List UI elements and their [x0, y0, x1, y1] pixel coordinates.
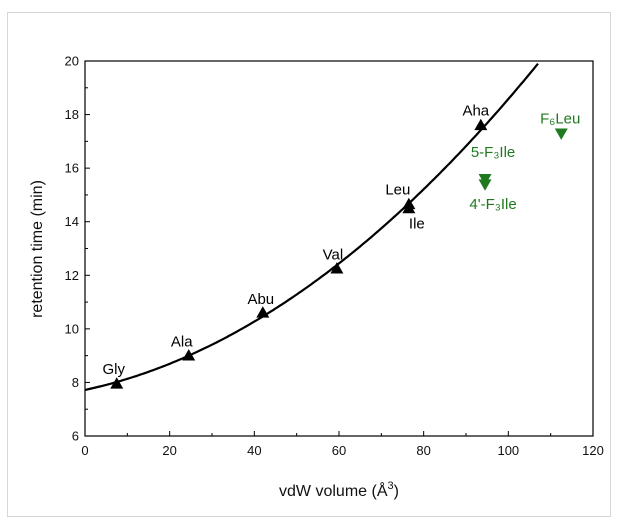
x-tick-label: 60 [332, 443, 346, 458]
y-tick-label: 16 [65, 161, 79, 176]
data-point-gly [110, 377, 124, 389]
x-axis-title-close: ) [394, 483, 399, 500]
data-label: Ala [171, 334, 193, 351]
data-label: Gly [103, 361, 126, 378]
x-tick-label: 0 [81, 443, 88, 458]
data-point-abu [256, 306, 270, 318]
data-point-ile [402, 201, 416, 214]
x-axis-title-sup: 3 [388, 480, 394, 492]
y-tick-label: 20 [65, 54, 79, 69]
x-tick-label: 20 [162, 443, 176, 458]
data-label: Ile [409, 215, 425, 232]
data-label: 4'-F₃Ile [469, 196, 516, 213]
data-label: Leu [385, 181, 410, 198]
y-tick-label: 6 [72, 429, 79, 444]
y-axis-title: retention time (min) [29, 180, 46, 318]
y-tick-label: 8 [72, 375, 79, 390]
data-point-f-leu [554, 128, 568, 140]
x-axis-title: vdW volume (Å3) [279, 480, 399, 500]
data-label: Val [323, 247, 344, 264]
y-tick-label: 14 [65, 214, 79, 229]
marks-layer: Gly Ala Abu Val Leu Ile Aha 5-F₃Ile 4'-F₃Ile F₆Le… [103, 102, 580, 389]
data-label: Aha [462, 102, 489, 119]
data-label: 5-F₃Ile [471, 144, 515, 161]
x-tick-label: 80 [416, 443, 430, 458]
x-tick-label: 40 [247, 443, 261, 458]
x-axis-title-main: vdW volume (Å [279, 481, 388, 500]
data-label: F₆Leu [540, 110, 580, 127]
fit-curve-line [84, 62, 539, 391]
data-point-4-f-ile [478, 179, 492, 191]
data-point-ala [182, 349, 196, 361]
fit-layer [84, 62, 539, 391]
axes-layer: 0 20 40 60 80 100 120 6 8 10 12 14 16 18 20 [65, 54, 604, 459]
data-point-aha [474, 118, 488, 131]
y-tick-label: 10 [65, 321, 79, 336]
data-label: Abu [247, 291, 274, 308]
x-tick-label: 100 [497, 443, 519, 458]
x-tick-label: 120 [582, 443, 604, 458]
y-tick-label: 12 [65, 268, 79, 283]
y-tick-label: 18 [65, 107, 79, 122]
data-point-val [330, 262, 344, 274]
